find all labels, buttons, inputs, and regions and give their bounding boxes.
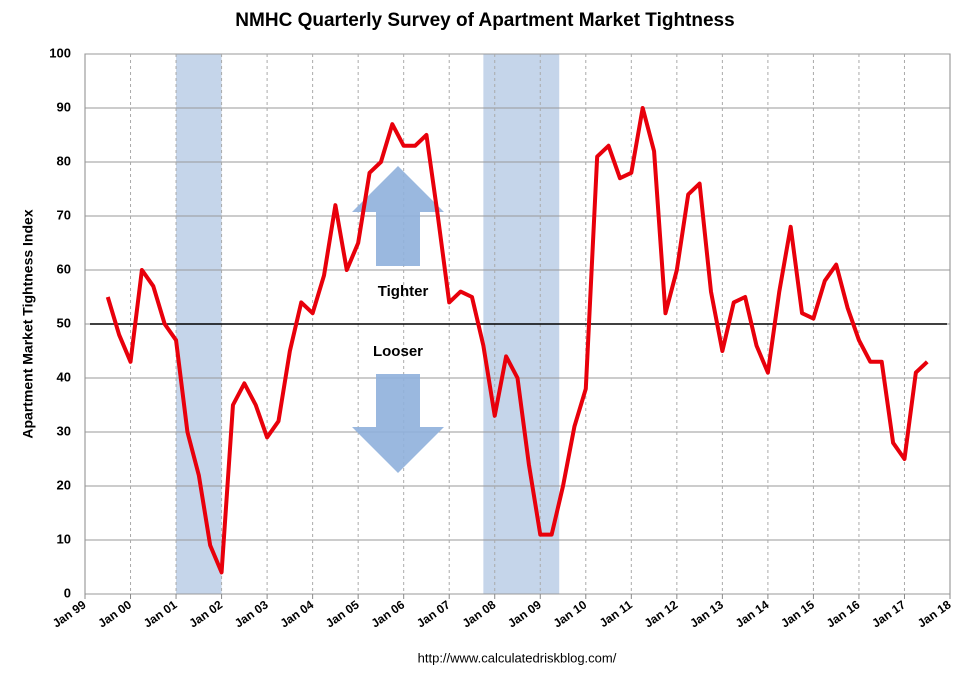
x-tick-label: Jan 17 — [869, 597, 908, 630]
x-tick-label: Jan 10 — [551, 597, 590, 630]
down-arrow — [352, 374, 444, 473]
source: http://www.calculatedriskblog.com/ — [418, 650, 617, 665]
x-tick-label: Jan 05 — [323, 597, 362, 630]
chart-title: NMHC Quarterly Survey of Apartment Marke… — [235, 10, 734, 31]
x-tick-label: Jan 14 — [733, 597, 772, 630]
annotation: Tighter — [378, 283, 429, 300]
x-tick-label: Jan 13 — [687, 597, 726, 630]
x-tick-label: Jan 02 — [186, 597, 225, 630]
x-tick-label: Jan 01 — [141, 597, 180, 630]
x-tick-label: Jan 15 — [778, 597, 817, 630]
y-tick-label: 10 — [57, 531, 71, 546]
x-tick-label: Jan 08 — [460, 597, 499, 630]
x-tick-label: Jan 03 — [232, 597, 271, 630]
y-tick-label: 70 — [57, 207, 71, 222]
data-line — [105, 106, 929, 575]
y-tick-label: 50 — [57, 315, 71, 330]
annotation: Looser — [373, 343, 423, 360]
x-tick-label: Jan 16 — [824, 597, 863, 630]
x-tick-label: Jan 99 — [50, 597, 89, 630]
x-tick-label: Jan 07 — [414, 597, 453, 630]
x-tick-label: Jan 06 — [369, 597, 408, 630]
y-axis-label: Apartment Market Tightness Index — [20, 209, 36, 438]
x-tick-label: Jan 12 — [642, 597, 681, 630]
x-tick-label: Jan 09 — [505, 597, 544, 630]
y-tick-label: 30 — [57, 423, 71, 438]
y-tick-label: 40 — [57, 369, 71, 384]
x-tick-label: Jan 04 — [278, 597, 317, 630]
y-tick-label: 60 — [57, 261, 71, 276]
x-tick-label: Jan 18 — [915, 597, 954, 630]
y-tick-label: 80 — [57, 153, 71, 168]
up-arrow — [352, 166, 444, 266]
y-tick-label: 100 — [49, 45, 71, 60]
y-tick-label: 90 — [57, 99, 71, 114]
y-tick-label: 20 — [57, 477, 71, 492]
x-tick-label: Jan 11 — [597, 597, 635, 630]
x-tick-label: Jan 00 — [95, 597, 134, 630]
y-tick-label: 0 — [64, 585, 71, 600]
